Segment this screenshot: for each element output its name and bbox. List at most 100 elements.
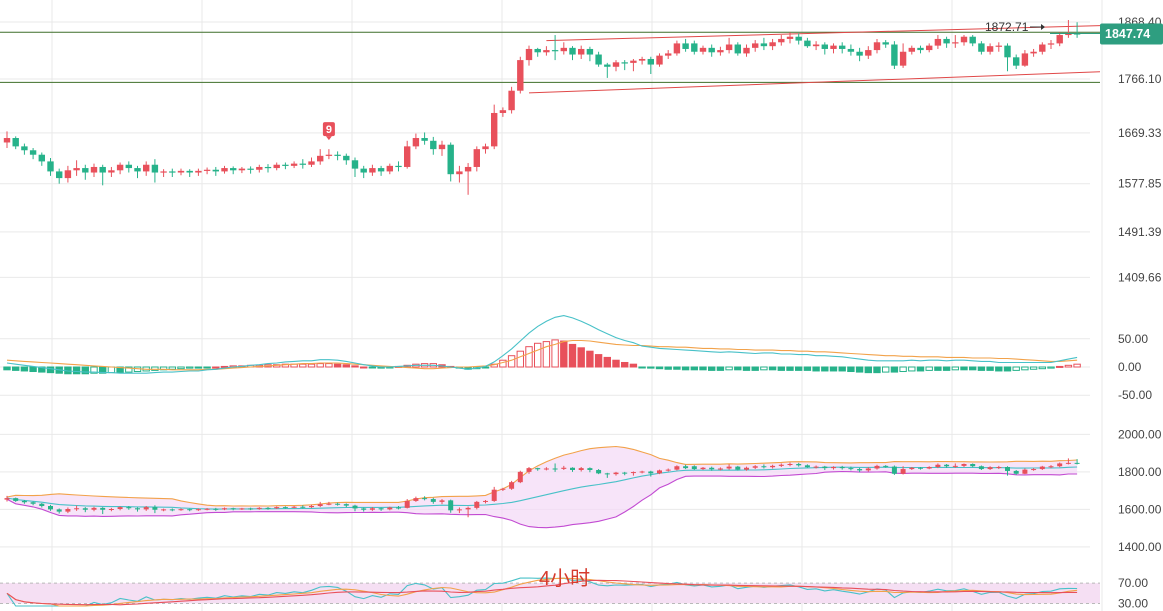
- mini-candle: [483, 500, 488, 502]
- high-price-marker: 1872.71: [985, 20, 1029, 34]
- candle: [221, 168, 228, 172]
- macd-histogram-bar: [786, 366, 794, 371]
- candle: [560, 47, 567, 52]
- macd-histogram-bar: [995, 366, 1003, 372]
- candle: [230, 168, 237, 171]
- macd-histogram-bar: [664, 366, 672, 370]
- macd-histogram-bar: [742, 366, 751, 371]
- macd-panel[interactable]: [3, 315, 1081, 375]
- candle: [960, 36, 968, 43]
- candle: [308, 161, 315, 165]
- macd-histogram-bar: [1047, 366, 1055, 369]
- mini-candle: [787, 464, 793, 465]
- candle: [412, 138, 420, 147]
- axis-tick-label: 1766.10: [1118, 72, 1162, 86]
- high-marker-arrowhead: [1041, 24, 1045, 30]
- candle: [464, 166, 472, 172]
- mini-candle: [48, 506, 53, 510]
- mini-candle: [456, 509, 462, 511]
- candle: [456, 171, 463, 175]
- candle: [64, 170, 72, 179]
- mini-candle: [770, 465, 776, 468]
- macd-histogram-bar: [795, 366, 803, 371]
- mini-candle: [822, 466, 828, 469]
- mini-candle: [1039, 466, 1045, 470]
- mini-candle: [952, 465, 958, 467]
- grid-lines: [0, 0, 1103, 611]
- candle: [186, 170, 193, 173]
- candle: [264, 166, 272, 169]
- mini-candle: [909, 467, 915, 470]
- macd-histogram-bar: [864, 366, 872, 374]
- mini-candle: [274, 507, 280, 509]
- mini-candle: [1065, 462, 1071, 464]
- macd-histogram-bar: [821, 366, 829, 372]
- macd-histogram-bar: [777, 366, 785, 371]
- macd-signal-line: [6, 339, 1078, 371]
- mini-candle: [387, 507, 393, 510]
- candle: [882, 42, 889, 45]
- mini-candle: [352, 505, 358, 509]
- candle: [438, 144, 446, 150]
- macd-histogram-bar: [368, 366, 377, 369]
- mini-candle: [700, 467, 706, 470]
- mini-candle: [239, 508, 245, 510]
- macd-histogram-bar: [586, 350, 594, 368]
- mini-candle: [987, 467, 993, 470]
- mini-candle: [161, 509, 167, 511]
- price-panel[interactable]: 9: [0, 20, 1101, 195]
- candle: [134, 168, 141, 172]
- candle: [717, 50, 724, 53]
- candle: [360, 168, 367, 173]
- mini-candle: [213, 508, 219, 510]
- candle: [847, 48, 855, 52]
- mini-candle: [691, 466, 697, 470]
- macd-histogram-bar: [655, 366, 664, 370]
- macd-histogram-bar: [299, 363, 307, 368]
- macd-histogram-bar: [186, 366, 194, 369]
- mini-candle: [587, 468, 593, 470]
- macd-histogram-bar: [29, 366, 37, 373]
- macd-histogram-bar: [603, 356, 611, 368]
- axis-tick-label: 1800.00: [1118, 465, 1162, 479]
- mini-candle: [265, 507, 271, 509]
- candle: [978, 43, 985, 52]
- candle: [47, 161, 54, 172]
- candle: [812, 44, 820, 47]
- candle: [969, 36, 976, 44]
- bollinger-panel[interactable]: [4, 445, 1080, 529]
- candle: [621, 62, 628, 64]
- candle: [699, 47, 707, 52]
- candle: [638, 58, 646, 61]
- mini-candle: [195, 509, 201, 511]
- macd-histogram-bar: [1021, 366, 1029, 371]
- axis-tick-label: 1409.66: [1118, 270, 1162, 284]
- mini-candle: [413, 498, 419, 501]
- mini-candle: [343, 504, 349, 506]
- mini-candle: [282, 507, 288, 509]
- mini-candle: [1074, 462, 1080, 464]
- macd-histogram-bar: [925, 366, 933, 371]
- macd-histogram-bar: [942, 366, 951, 371]
- candle: [595, 54, 602, 65]
- mini-candle: [439, 500, 445, 502]
- macd-histogram-bar: [560, 340, 568, 368]
- axis-tick-label: 1600.00: [1118, 502, 1162, 516]
- candle: [1047, 43, 1055, 45]
- candle: [177, 170, 185, 173]
- rsi-panel[interactable]: [0, 577, 1100, 607]
- mini-candle: [535, 468, 541, 470]
- macd-histogram-bar: [629, 363, 638, 368]
- macd-histogram-bar: [699, 366, 707, 371]
- macd-histogram-bar: [812, 366, 820, 372]
- candle: [917, 47, 924, 51]
- mini-candle: [4, 498, 10, 500]
- mini-candle: [639, 471, 645, 473]
- axis-tick-label: 50.00: [1118, 332, 1148, 346]
- candle: [943, 38, 950, 44]
- candle: [12, 138, 19, 147]
- mini-candle: [883, 465, 889, 467]
- macd-histogram-bar: [38, 366, 46, 373]
- mini-candle: [752, 466, 758, 468]
